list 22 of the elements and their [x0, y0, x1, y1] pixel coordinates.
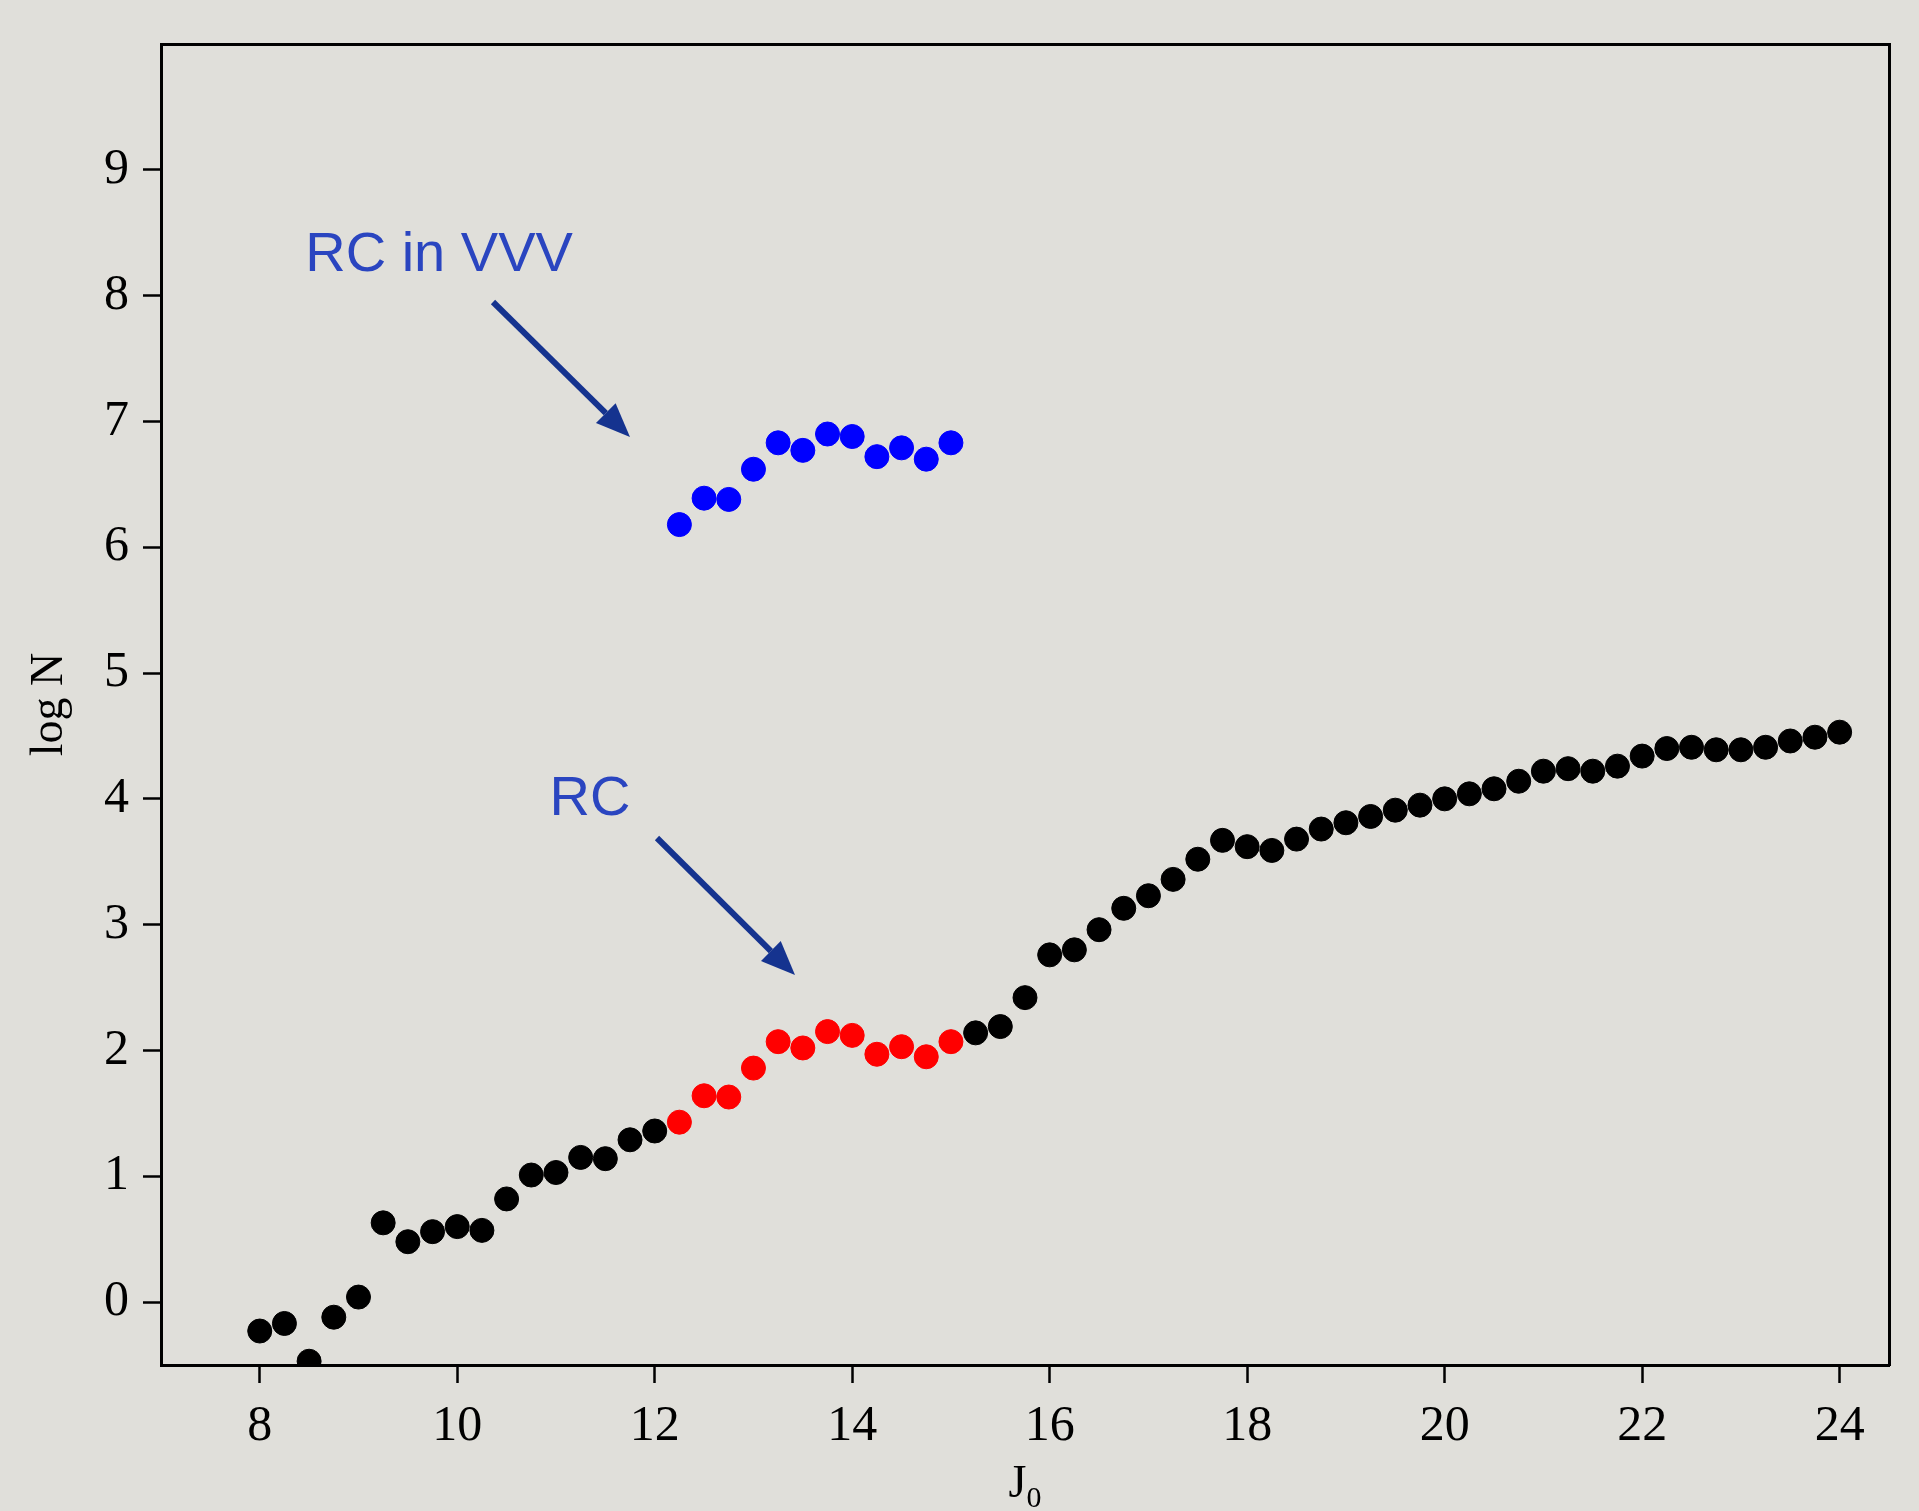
annotation: RC: [549, 764, 631, 828]
y-tick-label: 5: [104, 641, 129, 698]
y-tick-label: 2: [104, 1018, 129, 1075]
x-tick-label: 14: [827, 1395, 878, 1452]
y-tick-label: 8: [104, 263, 129, 320]
y-tick-label: 7: [104, 389, 129, 446]
x-tick-label: 12: [629, 1395, 680, 1452]
y-tick-label: 6: [104, 515, 129, 572]
y-tick-label: 1: [104, 1144, 129, 1201]
y-tick-label: 0: [104, 1270, 129, 1327]
y-tick-label: 9: [104, 137, 129, 194]
x-tick-label: 16: [1024, 1395, 1075, 1452]
x-tick-label: 18: [1222, 1395, 1273, 1452]
y-tick-label: 4: [104, 766, 129, 823]
x-tick-label: 24: [1814, 1395, 1865, 1452]
x-tick-label: 22: [1617, 1395, 1668, 1452]
x-tick-label: 10: [432, 1395, 483, 1452]
annotation: RC in VVV: [305, 220, 574, 284]
y-axis-title: log N: [21, 652, 73, 757]
x-tick-label: 20: [1419, 1395, 1470, 1452]
x-tick-label: 8: [247, 1395, 273, 1452]
y-tick-label: 3: [104, 892, 129, 949]
